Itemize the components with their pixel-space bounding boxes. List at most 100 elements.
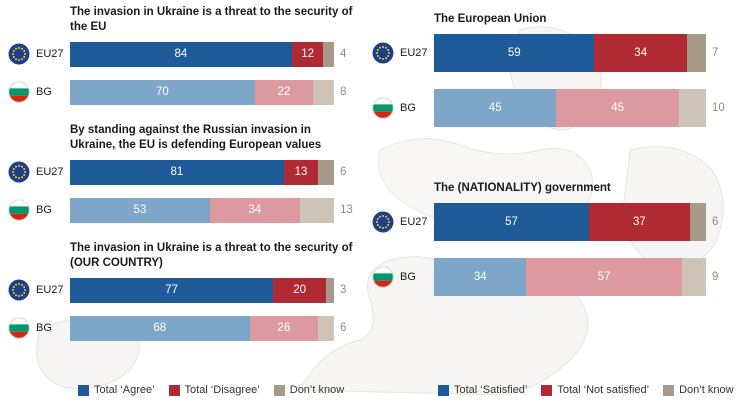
bar-row-bg: BG 70 22 8 [8, 79, 358, 105]
bar-row-eu27: EU27 81 13 6 [8, 159, 358, 185]
bar-segment-positive: 70 [70, 79, 255, 105]
category-label: BG [36, 204, 52, 217]
bar-segment-dontknow [689, 202, 706, 241]
eu-flag-icon [8, 161, 30, 183]
eu-flag-icon [372, 42, 394, 64]
chart-threat-security-our-country: The invasion in Ukraine is a threat to t… [8, 241, 358, 341]
bar-segment-dontknow [326, 277, 334, 303]
chart-title: The invasion in Ukraine is a threat to t… [70, 241, 353, 269]
chart-title: By standing against the Russian invasion… [70, 123, 322, 151]
bar-segment-positive: 84 [70, 41, 292, 67]
bar-segment-negative: 37 [589, 202, 690, 241]
satisfaction-charts-column: The European Union EU27 59 34 7 BG 45 45 10 The (… [372, 12, 730, 350]
stacked-bar: 59 34 [434, 33, 706, 72]
bulgaria-flag-icon [8, 199, 30, 221]
category-label: BG [36, 322, 52, 335]
category-label: EU27 [36, 48, 64, 61]
dont-know-value: 8 [340, 86, 347, 99]
legend-item: Total ‘Disagree’ [168, 384, 260, 396]
category-label: EU27 [36, 166, 64, 179]
legend-label: Total ‘Satisfied’ [454, 384, 528, 396]
dont-know-value: 3 [340, 284, 347, 297]
legend-label: Don’t know [679, 384, 734, 396]
dont-know-value: 6 [340, 322, 347, 335]
category-label: EU27 [400, 215, 428, 228]
bar-segment-negative: 34 [594, 33, 687, 72]
bar-segment-positive: 68 [70, 315, 250, 341]
bar-segment-positive: 57 [434, 202, 590, 241]
legend-satisfied: Total ‘Satisfied’ Total ‘Not satisfied’ Do… [438, 384, 734, 396]
legend-item: Don’t know [663, 384, 734, 396]
legend-label: Total ‘Agree’ [94, 384, 155, 396]
bar-row-eu27: EU27 57 37 6 [372, 202, 730, 241]
dont-know-value: 7 [712, 46, 719, 59]
legend-label: Total ‘Disagree’ [184, 384, 260, 396]
chart-satisfaction-nationality-government: The (NATIONALITY) government EU27 57 37 6 BG 3… [372, 181, 730, 296]
stacked-bar: 57 37 [434, 202, 706, 241]
chart-title: The invasion in Ukraine is a threat to t… [70, 6, 353, 33]
category-label: BG [36, 86, 52, 99]
stacked-bar: 84 12 [70, 41, 334, 67]
bar-segment-negative: 20 [273, 277, 327, 303]
legend-swatch [541, 384, 553, 396]
bar-segment-negative: 45 [556, 88, 679, 127]
legend-swatch [663, 384, 675, 396]
bar-segment-negative: 57 [526, 257, 682, 296]
stacked-bar: 81 13 [70, 159, 334, 185]
legend-item: Total ‘Not satisfied’ [541, 384, 649, 396]
bar-segment-positive: 34 [434, 257, 527, 296]
stacked-bar: 70 22 [70, 79, 334, 105]
bar-segment-dontknow [686, 33, 706, 72]
bar-row-eu27: EU27 77 20 3 [8, 277, 358, 303]
chart-title: The European Union [434, 13, 547, 25]
bar-segment-dontknow [312, 79, 334, 105]
category-label: EU27 [400, 46, 428, 59]
eu-flag-icon [372, 211, 394, 233]
dont-know-value: 13 [340, 204, 353, 217]
bulgaria-flag-icon [8, 81, 30, 103]
bar-segment-negative: 26 [249, 315, 319, 341]
stacked-bar: 68 26 [70, 315, 334, 341]
bar-segment-positive: 59 [434, 33, 595, 72]
legend-item: Total ‘Satisfied’ [438, 384, 527, 396]
chart-satisfaction-european-union: The European Union EU27 59 34 7 BG 45 45 10 [372, 12, 730, 127]
bar-row-bg: BG 45 45 10 [372, 88, 730, 127]
legend-swatch [273, 384, 285, 396]
bar-segment-dontknow [299, 197, 334, 223]
bar-row-bg: BG 34 57 9 [372, 257, 730, 296]
bar-row-eu27: EU27 59 34 7 [372, 33, 730, 72]
bar-segment-positive: 53 [70, 197, 210, 223]
bar-segment-positive: 45 [434, 88, 557, 127]
chart-defending-european-values: By standing against the Russian invasion… [8, 123, 358, 223]
bar-segment-dontknow [323, 41, 334, 67]
bar-row-bg: BG 68 26 6 [8, 315, 358, 341]
bar-segment-dontknow [318, 159, 334, 185]
chart-title: The (NATIONALITY) government [434, 181, 611, 194]
stacked-bar: 45 45 [434, 88, 706, 127]
legend-label: Total ‘Not satisfied’ [557, 384, 650, 396]
dont-know-value: 4 [340, 48, 347, 61]
legend-label: Don’t know [289, 384, 345, 396]
bar-segment-negative: 12 [291, 41, 324, 67]
bulgaria-flag-icon [372, 97, 394, 119]
bar-segment-negative: 34 [209, 197, 300, 223]
bulgaria-flag-icon [8, 317, 30, 339]
category-label: BG [400, 101, 416, 114]
bar-segment-negative: 13 [283, 159, 319, 185]
dont-know-value: 6 [340, 166, 347, 179]
category-label: BG [400, 270, 416, 283]
category-label: EU27 [36, 284, 64, 297]
bar-segment-dontknow [678, 88, 706, 127]
legend-swatch [438, 384, 449, 396]
stacked-bar: 53 34 [70, 197, 334, 223]
stacked-bar: 34 57 [434, 257, 706, 296]
dont-know-value: 10 [712, 101, 725, 114]
bar-segment-negative: 22 [254, 79, 313, 105]
legend-item: Total ‘Agree’ [78, 384, 155, 396]
bar-segment-dontknow [318, 315, 334, 341]
eu-flag-icon [8, 43, 30, 65]
chart-threat-security-eu: The invasion in Ukraine is a threat to t… [8, 5, 358, 105]
dont-know-value: 9 [712, 270, 719, 283]
bar-row-eu27: EU27 84 12 4 [8, 41, 358, 67]
